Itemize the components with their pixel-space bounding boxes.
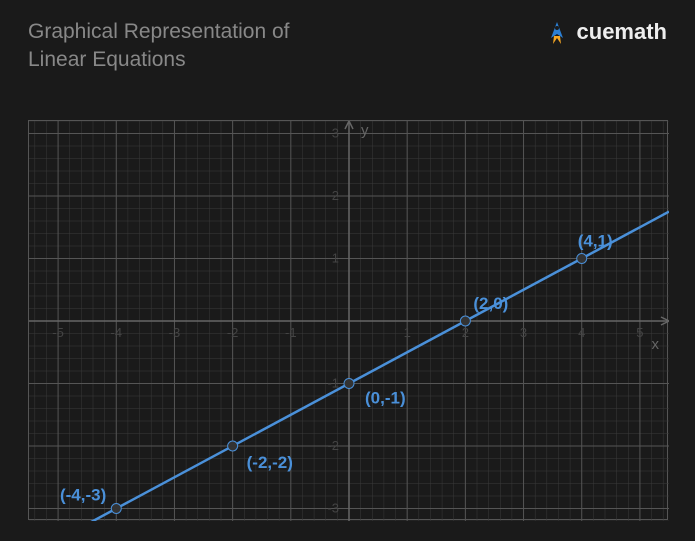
svg-text:3: 3	[332, 126, 339, 141]
header: Graphical Representation of Linear Equat…	[0, 0, 695, 75]
svg-text:-2: -2	[327, 438, 339, 453]
svg-text:2: 2	[462, 325, 469, 340]
svg-text:-3: -3	[169, 325, 181, 340]
svg-text:3: 3	[520, 325, 527, 340]
rocket-icon	[543, 18, 571, 46]
brand-logo: cuemath	[543, 18, 667, 46]
svg-text:1: 1	[332, 251, 339, 266]
svg-text:-3: -3	[327, 501, 339, 516]
svg-text:4: 4	[578, 325, 585, 340]
svg-text:1: 1	[404, 325, 411, 340]
title-line-1: Graphical Representation of	[28, 18, 290, 46]
svg-text:y: y	[361, 122, 369, 139]
linear-equation-chart: -5 -4 -3 -2 -1 1 2 3 4 5 -3 -2 -1 1 2 3 x y (-4,-3) (-2,-2)…	[29, 121, 669, 521]
svg-text:(4,1): (4,1)	[578, 232, 613, 251]
title-line-2: Linear Equations	[28, 46, 290, 74]
svg-text:-1: -1	[327, 376, 339, 391]
svg-text:5: 5	[636, 325, 643, 340]
svg-text:-5: -5	[52, 325, 64, 340]
svg-text:(2,0): (2,0)	[473, 294, 508, 313]
svg-text:-2: -2	[227, 325, 239, 340]
svg-text:-4: -4	[110, 325, 122, 340]
svg-text:x: x	[652, 336, 660, 353]
chart-panel: -5 -4 -3 -2 -1 1 2 3 4 5 -3 -2 -1 1 2 3 x y (-4,-3) (-2,-2)…	[28, 120, 668, 520]
brand-text: cuemath	[577, 19, 667, 45]
svg-text:2: 2	[332, 188, 339, 203]
svg-text:(0,-1): (0,-1)	[365, 389, 406, 408]
svg-text:(-2,-2): (-2,-2)	[247, 453, 293, 472]
page-title: Graphical Representation of Linear Equat…	[28, 18, 290, 75]
svg-text:(-4,-3): (-4,-3)	[60, 486, 106, 505]
svg-text:-1: -1	[285, 325, 297, 340]
